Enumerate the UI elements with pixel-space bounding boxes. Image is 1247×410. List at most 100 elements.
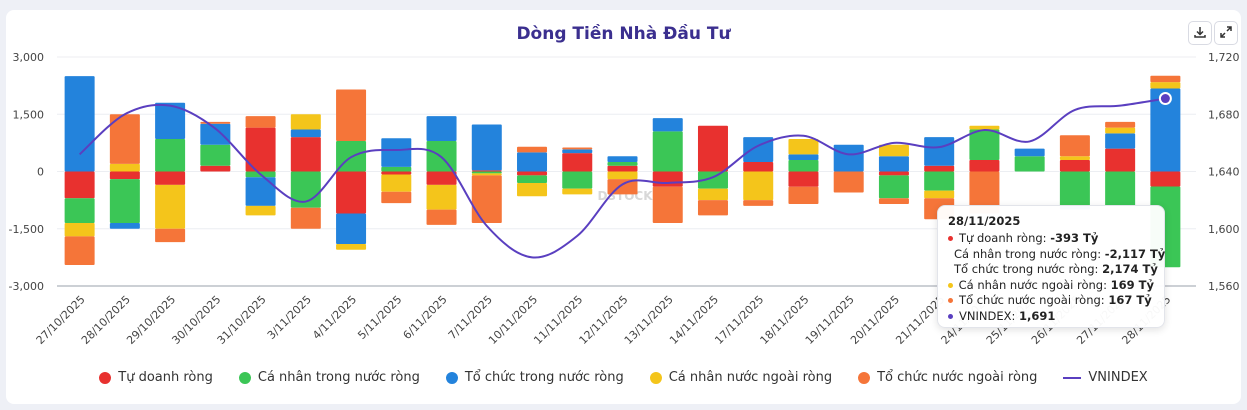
bar-segment[interactable] xyxy=(697,200,728,216)
legend-item[interactable]: Tổ chức trong nước ròng xyxy=(445,370,624,385)
bar-segment[interactable] xyxy=(1105,133,1136,149)
bar-segment[interactable] xyxy=(788,171,819,187)
bar-segment[interactable] xyxy=(697,171,728,189)
bar-segment[interactable] xyxy=(697,188,728,201)
bar-segment[interactable] xyxy=(517,182,548,197)
bar-segment[interactable] xyxy=(471,175,502,224)
bar-segment[interactable] xyxy=(1150,82,1181,89)
legend-item[interactable]: VNINDEX xyxy=(1063,370,1148,385)
bar-segment[interactable] xyxy=(155,102,186,140)
bar-segment[interactable] xyxy=(697,125,728,172)
bar-segment[interactable] xyxy=(64,223,95,237)
bar-segment[interactable] xyxy=(471,171,502,174)
bar-segment[interactable] xyxy=(878,156,909,172)
bar-segment[interactable] xyxy=(517,171,548,176)
bar-segment[interactable] xyxy=(290,114,321,130)
bar-segment[interactable] xyxy=(652,118,683,132)
bar-segment[interactable] xyxy=(109,179,140,224)
bar-segment[interactable] xyxy=(109,223,140,229)
bar-segment[interactable] xyxy=(743,161,774,172)
bar-segment[interactable] xyxy=(652,131,683,172)
bar-segment[interactable] xyxy=(833,144,864,172)
legend-item[interactable]: Tổ chức nước ngoài ròng xyxy=(858,370,1037,385)
bar-segment[interactable] xyxy=(924,190,955,199)
bar-segment[interactable] xyxy=(381,171,412,175)
bar-segment[interactable] xyxy=(245,116,276,128)
bar-segment[interactable] xyxy=(290,137,321,172)
bar-segment[interactable] xyxy=(1105,148,1136,172)
legend-item[interactable]: Cá nhân trong nước ròng xyxy=(238,370,420,385)
bar-segment[interactable] xyxy=(336,171,367,214)
bar-segment[interactable] xyxy=(426,184,457,210)
bar-segment[interactable] xyxy=(607,165,638,172)
bar-segment[interactable] xyxy=(155,184,186,229)
bar-segment[interactable] xyxy=(878,198,909,204)
bar-segment[interactable] xyxy=(1150,75,1181,83)
bar-segment[interactable] xyxy=(562,149,593,154)
bar-segment[interactable] xyxy=(109,114,140,164)
bar-segment[interactable] xyxy=(336,213,367,245)
bar-segment[interactable] xyxy=(924,171,955,191)
bar-segment[interactable] xyxy=(109,163,140,172)
bar-segment[interactable] xyxy=(652,186,683,224)
bar-segment[interactable] xyxy=(1014,148,1045,157)
bar-segment[interactable] xyxy=(336,89,367,141)
bar-segment[interactable] xyxy=(788,160,819,172)
bar-segment[interactable] xyxy=(290,207,321,229)
bar-segment[interactable] xyxy=(878,144,909,157)
bar-segment[interactable] xyxy=(878,175,909,199)
bar-segment[interactable] xyxy=(517,146,548,153)
bar-segment[interactable] xyxy=(969,160,1000,172)
bar-segment[interactable] xyxy=(969,125,1000,130)
bar-segment[interactable] xyxy=(200,123,231,145)
bar-segment[interactable] xyxy=(1105,121,1136,128)
bar-segment[interactable] xyxy=(562,147,593,150)
bar-segment[interactable] xyxy=(426,171,457,185)
bar-segment[interactable] xyxy=(969,171,1000,214)
bar-segment[interactable] xyxy=(64,171,95,199)
bar-segment[interactable] xyxy=(1059,171,1090,206)
bar-segment[interactable] xyxy=(1059,156,1090,161)
bar-segment[interactable] xyxy=(1014,156,1045,172)
bar-segment[interactable] xyxy=(471,173,502,176)
bar-segment[interactable] xyxy=(290,129,321,138)
bar-segment[interactable] xyxy=(1150,88,1181,172)
bar-segment[interactable] xyxy=(336,244,367,250)
bar-segment[interactable] xyxy=(562,153,593,172)
bar-segment[interactable] xyxy=(1059,135,1090,157)
bar-segment[interactable] xyxy=(607,171,638,180)
bar-segment[interactable] xyxy=(788,154,819,161)
bar-segment[interactable] xyxy=(155,139,186,172)
bar-segment[interactable] xyxy=(652,171,683,187)
bar-segment[interactable] xyxy=(109,171,140,180)
bar-segment[interactable] xyxy=(878,171,909,176)
bar-segment[interactable] xyxy=(743,171,774,201)
bar-segment[interactable] xyxy=(245,177,276,206)
bar-segment[interactable] xyxy=(381,138,412,167)
bar-segment[interactable] xyxy=(562,171,593,189)
bar-segment[interactable] xyxy=(64,236,95,266)
download-button[interactable] xyxy=(1188,21,1212,45)
bar-segment[interactable] xyxy=(788,139,819,155)
legend-item[interactable]: Tự doanh ròng xyxy=(99,370,213,385)
bar-segment[interactable] xyxy=(200,144,231,166)
bar-segment[interactable] xyxy=(924,165,955,172)
bar-segment[interactable] xyxy=(426,116,457,141)
bar-segment[interactable] xyxy=(562,188,593,195)
bar-segment[interactable] xyxy=(155,171,186,185)
bar-segment[interactable] xyxy=(381,174,412,192)
bar-segment[interactable] xyxy=(924,137,955,166)
bar-segment[interactable] xyxy=(471,124,502,171)
bar-segment[interactable] xyxy=(1105,127,1136,134)
bar-segment[interactable] xyxy=(245,127,276,172)
bar-segment[interactable] xyxy=(743,200,774,206)
bar-segment[interactable] xyxy=(1150,171,1181,187)
bar-segment[interactable] xyxy=(607,156,638,162)
bar-segment[interactable] xyxy=(200,165,231,172)
bar-segment[interactable] xyxy=(517,175,548,183)
bar-segment[interactable] xyxy=(1105,171,1136,206)
bar-segment[interactable] xyxy=(426,209,457,225)
bar-segment[interactable] xyxy=(788,186,819,204)
bar-segment[interactable] xyxy=(969,129,1000,161)
bar-segment[interactable] xyxy=(155,228,186,243)
